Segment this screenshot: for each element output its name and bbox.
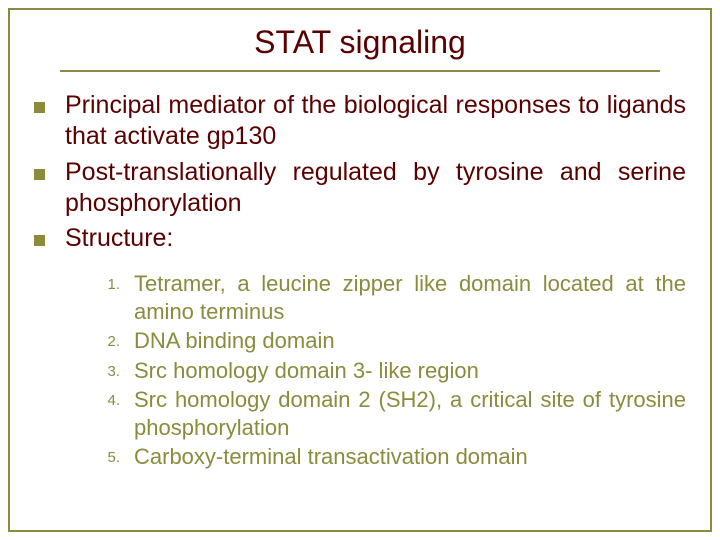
main-item-text: Post-translationally regulated by tyrosi… xyxy=(65,157,686,220)
bullet-square-icon xyxy=(34,102,45,113)
sub-item-text: Src homology domain 2 (SH2), a critical … xyxy=(134,386,686,441)
list-item: Post-translationally regulated by tyrosi… xyxy=(34,157,686,220)
sub-item-number: 5. xyxy=(92,443,120,466)
list-item: Principal mediator of the biological res… xyxy=(34,90,686,153)
bullet-square-icon xyxy=(34,235,45,246)
sub-list-item: 1. Tetramer, a leucine zipper like domai… xyxy=(92,270,686,325)
sub-item-text: Tetramer, a leucine zipper like domain l… xyxy=(134,270,686,325)
sub-item-number: 1. xyxy=(92,270,120,293)
slide-title: STAT signaling xyxy=(10,24,710,61)
sub-item-number: 2. xyxy=(92,327,120,350)
sub-item-number: 4. xyxy=(92,386,120,409)
sub-list-item: 2. DNA binding domain xyxy=(92,327,686,355)
sub-list-item: 3. Src homology domain 3- like region xyxy=(92,357,686,385)
sub-item-text: Src homology domain 3- like region xyxy=(134,357,686,385)
sub-item-text: Carboxy-terminal transactivation domain xyxy=(134,443,686,471)
list-item: Structure: xyxy=(34,223,686,254)
sub-list: 1. Tetramer, a leucine zipper like domai… xyxy=(92,270,686,471)
sub-list-item: 4. Src homology domain 2 (SH2), a critic… xyxy=(92,386,686,441)
sub-list-item: 5. Carboxy-terminal transactivation doma… xyxy=(92,443,686,471)
sub-item-text: DNA binding domain xyxy=(134,327,686,355)
main-item-text: Structure: xyxy=(65,223,686,254)
bullet-square-icon xyxy=(34,169,45,180)
content-area: Principal mediator of the biological res… xyxy=(34,90,686,473)
main-item-text: Principal mediator of the biological res… xyxy=(65,90,686,153)
slide-frame: STAT signaling Principal mediator of the… xyxy=(8,8,712,532)
sub-item-number: 3. xyxy=(92,357,120,380)
title-underline xyxy=(60,70,660,72)
